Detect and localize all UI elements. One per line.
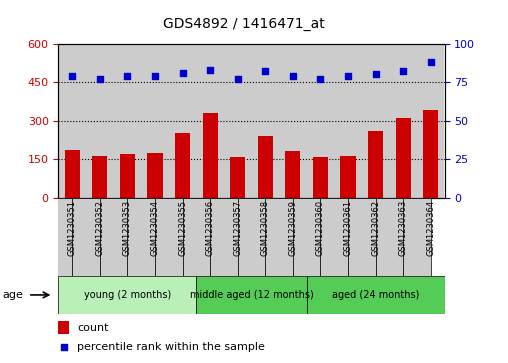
Bar [196, 276, 307, 314]
Text: GDS4892 / 1416471_at: GDS4892 / 1416471_at [163, 17, 325, 30]
Bar [293, 198, 321, 276]
Text: GSM1230364: GSM1230364 [426, 200, 435, 256]
Point [261, 68, 269, 74]
Bar [141, 44, 169, 198]
Bar [169, 44, 196, 198]
Bar [128, 198, 155, 276]
Point [371, 72, 379, 77]
Text: GSM1230357: GSM1230357 [233, 200, 242, 256]
Bar [258, 136, 273, 198]
Bar [58, 322, 69, 334]
Bar [403, 198, 431, 276]
Text: GSM1230351: GSM1230351 [68, 200, 77, 256]
Bar [368, 131, 383, 198]
Bar [230, 157, 245, 198]
Text: GSM1230361: GSM1230361 [343, 200, 353, 256]
Bar [423, 110, 438, 198]
Bar [58, 44, 86, 198]
Bar [362, 44, 389, 198]
Bar [307, 44, 334, 198]
Bar [238, 198, 265, 276]
Point [344, 73, 352, 79]
Point [427, 59, 435, 65]
Point [234, 76, 242, 82]
Bar [321, 198, 348, 276]
Text: aged (24 months): aged (24 months) [332, 290, 419, 300]
Text: young (2 months): young (2 months) [84, 290, 171, 300]
Bar [86, 44, 114, 198]
Text: GSM1230358: GSM1230358 [261, 200, 270, 256]
Text: percentile rank within the sample: percentile rank within the sample [77, 342, 265, 352]
Text: GSM1230355: GSM1230355 [178, 200, 187, 256]
Text: GSM1230356: GSM1230356 [206, 200, 214, 256]
Point [206, 67, 214, 73]
Bar [251, 44, 279, 198]
Text: GSM1230359: GSM1230359 [289, 200, 297, 256]
Text: count: count [77, 323, 109, 333]
Bar [265, 198, 293, 276]
Bar [396, 118, 410, 198]
Text: middle aged (12 months): middle aged (12 months) [189, 290, 313, 300]
Text: GSM1230354: GSM1230354 [150, 200, 160, 256]
Point [399, 68, 407, 74]
Bar [100, 198, 128, 276]
Bar [182, 198, 210, 276]
Bar [155, 198, 182, 276]
Bar [92, 156, 107, 198]
Bar [279, 44, 307, 198]
Bar [285, 151, 300, 198]
Point [123, 73, 132, 79]
Text: GSM1230353: GSM1230353 [123, 200, 132, 256]
Bar [147, 153, 163, 198]
Bar [203, 113, 217, 198]
Point [96, 76, 104, 82]
Bar [114, 44, 141, 198]
Bar [120, 154, 135, 198]
Point [151, 73, 159, 79]
Point [60, 344, 68, 350]
Bar [348, 198, 375, 276]
Text: GSM1230360: GSM1230360 [316, 200, 325, 256]
Bar [389, 44, 417, 198]
Text: age: age [3, 290, 23, 300]
Bar [334, 44, 362, 198]
Bar [210, 198, 238, 276]
Bar [72, 198, 100, 276]
Bar [313, 157, 328, 198]
Bar [340, 156, 356, 198]
Text: GSM1230362: GSM1230362 [371, 200, 380, 256]
Bar [45, 198, 72, 276]
Bar [417, 44, 444, 198]
Bar [175, 133, 190, 198]
Text: GSM1230352: GSM1230352 [96, 200, 104, 256]
Bar [196, 44, 224, 198]
Bar [224, 44, 251, 198]
Bar [65, 150, 80, 198]
Point [68, 73, 76, 79]
Bar [375, 198, 403, 276]
Text: GSM1230363: GSM1230363 [399, 200, 407, 256]
Bar [307, 276, 444, 314]
Point [178, 70, 186, 76]
Bar [58, 276, 196, 314]
Point [316, 76, 325, 82]
Point [289, 73, 297, 79]
